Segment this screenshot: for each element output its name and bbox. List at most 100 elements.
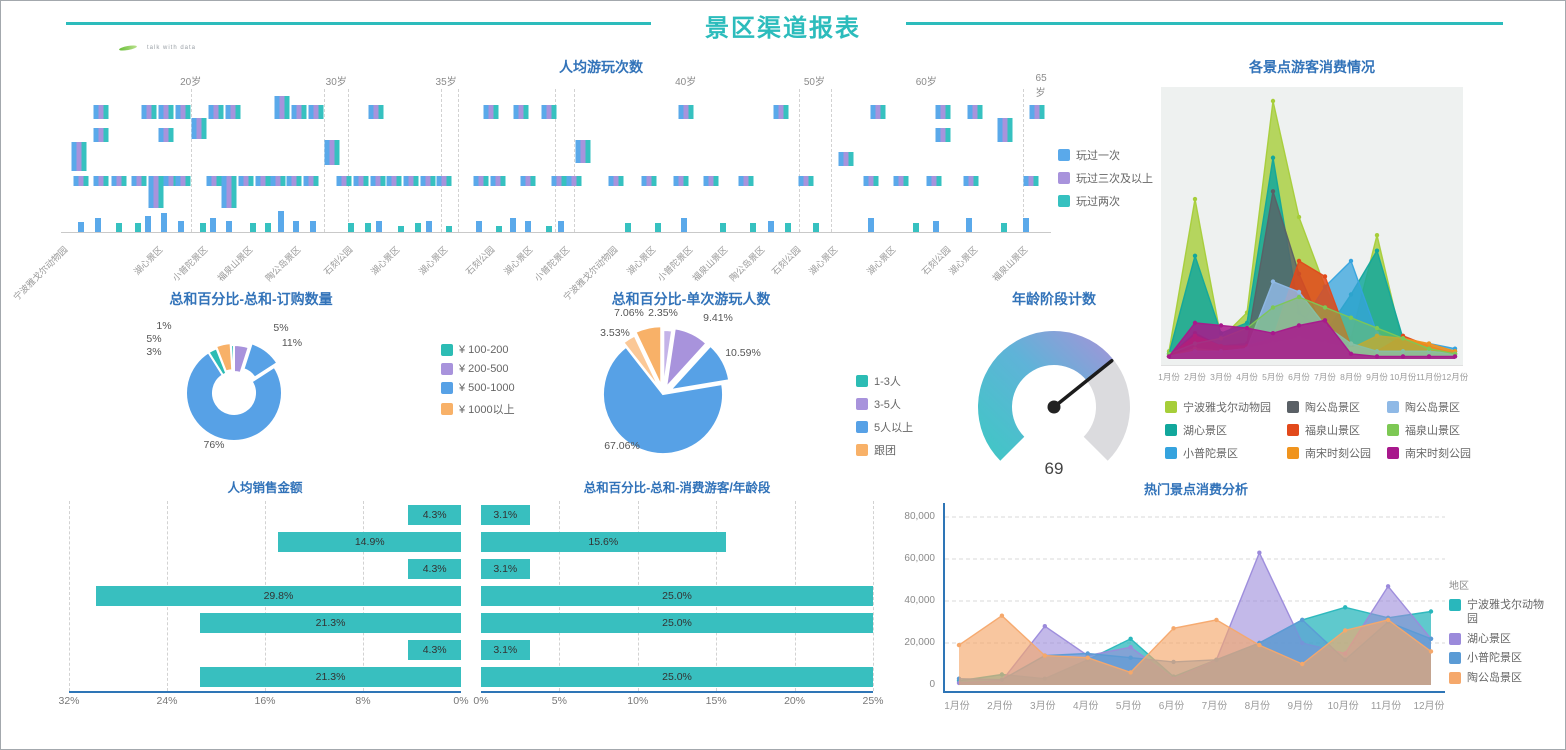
legend-item[interactable]: 3-5人 bbox=[856, 396, 913, 412]
legend-swatch-icon bbox=[441, 382, 453, 394]
cluster-bar bbox=[318, 104, 324, 120]
pie-slice-label: 9.41% bbox=[703, 312, 733, 324]
legend-item[interactable]: 陶公岛景区 bbox=[1449, 672, 1553, 686]
cluster-bar bbox=[1028, 176, 1034, 187]
data-point bbox=[1296, 258, 1302, 264]
legend-item[interactable]: 陶公岛景区 bbox=[1387, 395, 1471, 418]
pie-slice-label: 1% bbox=[156, 320, 171, 332]
order-quantity-donut-chart: 5%11%76%3%5%1% bbox=[146, 320, 302, 451]
month-label: 3月份 bbox=[1030, 701, 1056, 712]
legend-item[interactable]: 福泉山景区 bbox=[1387, 418, 1471, 441]
month-label: 1月份 bbox=[1158, 372, 1180, 382]
cluster-bar bbox=[441, 176, 447, 187]
month-label: 11月份 bbox=[1370, 701, 1402, 712]
legend-item[interactable]: 南宋时刻公园 bbox=[1387, 441, 1471, 464]
bar-cluster bbox=[158, 127, 174, 142]
cluster-bar bbox=[500, 176, 506, 187]
cluster-bar bbox=[308, 104, 314, 120]
x-axis-label: 小普陀景区 bbox=[655, 244, 695, 284]
axis-tick-label: 8% bbox=[355, 695, 371, 707]
legend-item[interactable]: 宁波雅戈尔动物园 bbox=[1165, 395, 1271, 418]
legend-swatch-icon bbox=[856, 421, 868, 433]
legend-label: 5人以上 bbox=[874, 422, 914, 434]
age-separator-line bbox=[457, 89, 459, 232]
legend-item[interactable]: 小普陀景区 bbox=[1165, 441, 1271, 464]
legend-item[interactable]: 5人以上 bbox=[856, 419, 913, 435]
legend-item[interactable]: 福泉山景区 bbox=[1287, 418, 1371, 441]
bar-cluster bbox=[71, 141, 87, 171]
logo-swoosh-icon bbox=[118, 44, 138, 52]
hot-spots-x-labels: 1月份 2月份 3月份 4月份 5月份 6月份 7月份 8月份 9月份 10月份 11月份 12月份 bbox=[943, 697, 1444, 713]
bar: 4.3% bbox=[408, 640, 461, 661]
cluster-bar bbox=[683, 104, 689, 120]
cluster-bar bbox=[81, 141, 87, 171]
cluster-bar bbox=[972, 104, 978, 120]
legend-item[interactable]: ¥ 1000以上 bbox=[441, 401, 515, 417]
data-point bbox=[1348, 351, 1354, 357]
legend-swatch-icon bbox=[1387, 400, 1399, 413]
legend-item[interactable]: ¥ 500-1000 bbox=[441, 382, 515, 394]
bar-cluster bbox=[997, 117, 1013, 142]
axis-tick-label: 20% bbox=[784, 695, 806, 707]
legend-item[interactable]: 1-3人 bbox=[856, 373, 913, 389]
bar-value-label: 3.1% bbox=[493, 644, 518, 657]
cluster-bar bbox=[1023, 176, 1029, 187]
single-bar bbox=[767, 220, 774, 232]
legend-item[interactable]: 玩过三次及以上 bbox=[1058, 170, 1153, 186]
data-point bbox=[1426, 354, 1432, 359]
month-label: 4月份 bbox=[1072, 701, 1099, 712]
legend-item[interactable]: 跟团 bbox=[856, 442, 913, 458]
cluster-bar bbox=[111, 176, 117, 187]
cluster-bar bbox=[206, 176, 212, 187]
single-bar bbox=[933, 220, 940, 232]
cluster-bar bbox=[313, 104, 319, 120]
x-axis-label: 湖心景区 bbox=[807, 244, 840, 277]
x-axis-label: 湖心景区 bbox=[946, 244, 980, 277]
legend-item[interactable]: 玩过一次 bbox=[1058, 147, 1153, 163]
panel-visits-chart: 人均游玩次数 20岁 30岁 35岁 40岁 50岁 60岁 65岁 宁波雅戈尔动物园 湖心景… bbox=[11, 57, 1161, 307]
data-point bbox=[1192, 196, 1198, 202]
data-point bbox=[1374, 232, 1380, 238]
cluster-bar bbox=[880, 104, 886, 120]
bar: 3.1% bbox=[481, 640, 530, 661]
legend-item[interactable]: 湖心景区 bbox=[1165, 418, 1271, 441]
cluster-bar bbox=[248, 176, 254, 187]
legend-item[interactable]: 陶公岛景区 bbox=[1287, 395, 1371, 418]
cluster-bar bbox=[446, 176, 452, 187]
legend-item[interactable]: ¥ 100-200 bbox=[441, 344, 515, 356]
cluster-bar bbox=[551, 176, 557, 187]
legend-label: 3-5人 bbox=[874, 399, 901, 411]
single-bar bbox=[94, 217, 101, 232]
legend-item[interactable]: 小普陀景区 bbox=[1449, 652, 1553, 666]
cluster-bar bbox=[963, 176, 969, 187]
legend-item[interactable]: 玩过两次 bbox=[1058, 193, 1153, 209]
cluster-bar bbox=[408, 176, 414, 187]
age-separator-line bbox=[441, 89, 443, 232]
month-label: 3月份 bbox=[1210, 372, 1232, 382]
cluster-bar bbox=[430, 176, 436, 187]
data-point bbox=[1300, 661, 1305, 667]
cluster-bar bbox=[218, 104, 224, 120]
x-axis-label: 石刻公园 bbox=[463, 244, 497, 277]
axis-tick-label: 5% bbox=[551, 695, 567, 707]
x-axis-label: 小普陀景区 bbox=[170, 244, 210, 284]
cluster-bar bbox=[425, 176, 431, 187]
legend-item[interactable]: 南宋时刻公园 bbox=[1287, 441, 1371, 464]
legend-item[interactable]: 宁波雅戈尔动物园 bbox=[1449, 599, 1553, 627]
age-separator-line bbox=[348, 89, 350, 232]
legend-item[interactable]: 湖心景区 bbox=[1449, 632, 1553, 647]
bar: 25.0% bbox=[481, 586, 873, 606]
legend-label: 湖心景区 bbox=[1467, 632, 1511, 645]
single-bar bbox=[277, 210, 284, 232]
cluster-bar bbox=[279, 96, 285, 120]
cluster-bar bbox=[931, 176, 937, 187]
legend-item[interactable]: ¥ 200-500 bbox=[441, 363, 515, 375]
bar-value-label: 15.6% bbox=[588, 535, 619, 548]
cluster-bar bbox=[191, 117, 197, 140]
visits-plot: 20岁 30岁 35岁 40岁 50岁 60岁 65岁 bbox=[61, 73, 1051, 233]
cluster-bar bbox=[221, 176, 227, 208]
cluster-bar bbox=[396, 176, 402, 187]
single-bar bbox=[720, 223, 727, 232]
panel-hot-spots-chart: 热门景点消费分析 0 20,000 40,000 60,000 80,000 1月份 2月… bbox=[891, 479, 1563, 729]
hot-spots-title: 热门景点消费分析 bbox=[1143, 482, 1248, 497]
